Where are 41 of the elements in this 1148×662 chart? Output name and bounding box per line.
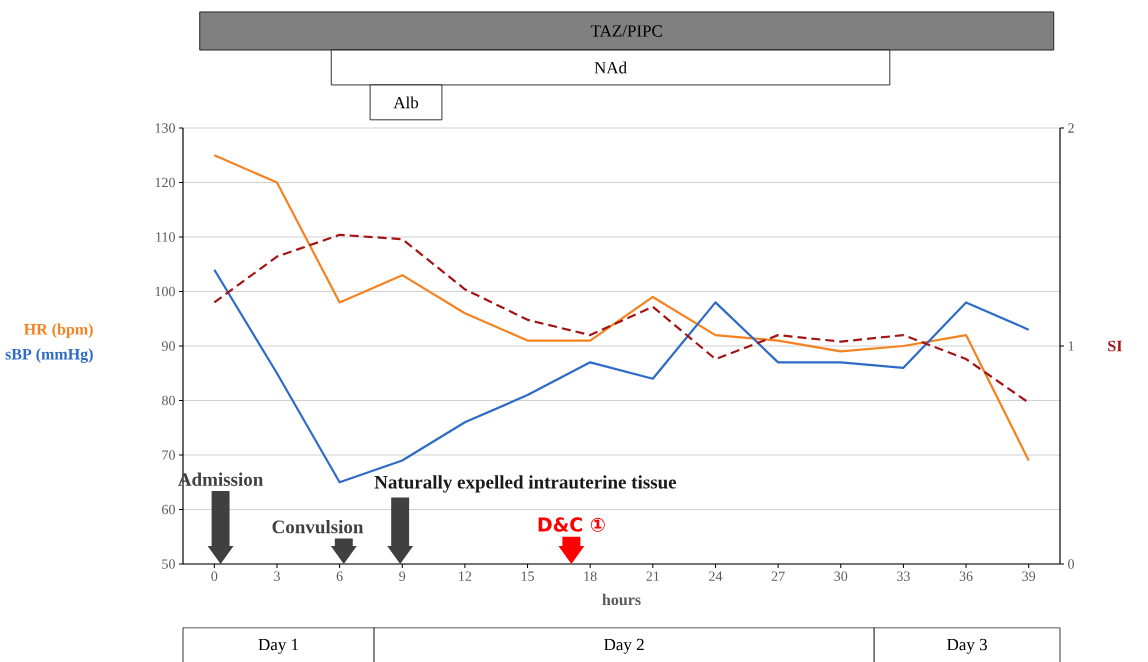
x-tick-label: 24: [709, 571, 723, 581]
text: Day 1: [258, 638, 299, 654]
annotation: Convulsion: [272, 519, 364, 534]
text: HR (bpm): [24, 323, 93, 338]
x-tick-label: 30: [834, 571, 848, 581]
x-tick-label: 27: [771, 571, 785, 581]
y-tick-label: 80: [162, 395, 175, 406]
x-tick-label: 18: [584, 571, 597, 581]
x-axis-title: hours: [602, 593, 641, 606]
line-series: [213, 233, 1030, 404]
x-tick-label: 36: [959, 571, 973, 581]
y-tick-label: 120: [155, 177, 175, 188]
x-tick-label: 3: [274, 571, 280, 581]
x-tick-label: 21: [646, 571, 659, 581]
text: Day 3: [947, 638, 987, 654]
x-tick-label: 15: [521, 571, 534, 581]
y-tick-label: 130: [155, 123, 175, 133]
x-tick-label: 6: [336, 571, 343, 581]
text: sBP (mmHg): [5, 348, 93, 363]
line-series: [213, 154, 1030, 462]
x-tick-label: 0: [211, 571, 218, 581]
y-tick-label: 50: [162, 559, 175, 569]
y2-tick-label: 2: [1068, 123, 1074, 133]
annotation: D&C ①: [538, 517, 605, 532]
y-tick-label: 90: [161, 341, 175, 351]
x-tick-label: 33: [897, 571, 910, 581]
text: TAZ/PIPC: [590, 25, 662, 37]
x-tick-label: 39: [1022, 571, 1036, 581]
y2-tick-label: 0: [1068, 559, 1075, 569]
text: Day 2: [604, 638, 644, 654]
y2-tick-label: 1: [1068, 341, 1074, 351]
annotation: Naturally expelled intrauterine tissue: [374, 475, 677, 493]
text: Alb: [393, 96, 419, 109]
y-tick-label: 70: [162, 450, 175, 460]
y-tick-label: 110: [156, 232, 175, 242]
y-tick-label: 60: [162, 504, 175, 515]
text: SI: [1108, 340, 1122, 352]
x-tick-label: 9: [399, 571, 406, 581]
y-tick-label: 100: [155, 286, 175, 297]
text: NAd: [594, 61, 627, 74]
x-tick-label: 12: [459, 571, 472, 581]
